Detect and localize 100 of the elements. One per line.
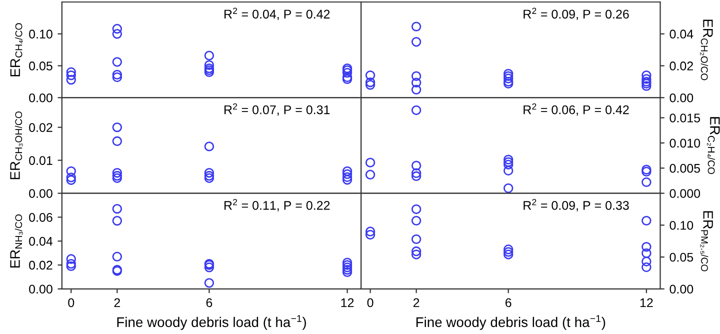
y2-tick-label: 0.05 <box>670 252 694 262</box>
x-tick-label: 6 <box>506 298 512 308</box>
y-tick-label: 0.02 <box>29 260 52 270</box>
point <box>66 175 76 185</box>
point <box>66 67 76 77</box>
y2-tick-label: 0.000 <box>670 189 700 198</box>
point <box>411 160 422 170</box>
point <box>204 60 214 70</box>
y-axis-title: ER$_{CH₄/CO}$ <box>10 23 23 76</box>
point <box>411 105 422 116</box>
point <box>112 168 122 178</box>
x-tick-label: 0 <box>68 298 74 308</box>
point <box>112 70 122 80</box>
x-tick-label: 2 <box>413 298 420 307</box>
y2-axis-title: ER$_{PM₂.₅/CO}$ <box>700 211 713 272</box>
point <box>503 154 514 164</box>
y2-axis-title: ER$_{C₂H₄/CO}$ <box>707 117 720 174</box>
annotation: R$^{2}$ = 0.06, P = 0.42 <box>524 103 629 116</box>
point <box>365 158 376 168</box>
point <box>642 81 652 91</box>
point <box>411 216 422 226</box>
point <box>112 216 122 226</box>
point <box>503 247 514 257</box>
y-tick-label: 0.06 <box>29 212 52 222</box>
x-tick-label: 12 <box>640 298 653 307</box>
point <box>411 250 422 260</box>
annotation: R$^{2}$ = 0.04, P = 0.42 <box>224 8 330 20</box>
y2-tick-label: 0.010 <box>670 138 700 148</box>
x-tick-label: 0 <box>367 298 374 308</box>
y2-tick-label: 0.04 <box>670 30 694 39</box>
point <box>342 260 352 270</box>
point <box>642 262 652 272</box>
point <box>503 183 514 194</box>
y2-tick-label: 0.10 <box>670 220 694 230</box>
point <box>204 142 214 152</box>
point <box>503 74 514 84</box>
y2-tick-label: 0.00 <box>670 93 694 102</box>
point <box>112 173 122 183</box>
y-axis-title: ER$_{NH₃/CO}$ <box>10 214 23 268</box>
point <box>411 22 422 32</box>
point <box>642 70 652 80</box>
point <box>411 78 422 88</box>
y-tick-label: 0.00 <box>29 284 52 294</box>
point <box>411 246 422 256</box>
point <box>66 254 76 264</box>
point <box>204 50 214 60</box>
point <box>365 77 376 88</box>
point <box>365 230 376 240</box>
point <box>112 72 122 82</box>
y-tick-label: 0.00 <box>29 189 52 198</box>
annotation: R$^{2}$ = 0.07, P = 0.31 <box>224 103 330 116</box>
point <box>503 244 514 254</box>
point <box>204 173 214 183</box>
point <box>342 68 352 78</box>
point <box>66 258 76 269</box>
point <box>503 157 514 167</box>
point <box>204 262 214 272</box>
y-tick-label: 0.05 <box>29 62 52 70</box>
point <box>342 267 352 278</box>
x-axis-title: Fine woody debris load (t ha$^{−1}$) <box>117 315 306 330</box>
point <box>411 71 422 81</box>
point <box>66 166 76 176</box>
point <box>411 171 422 182</box>
y-tick-label: 0.10 <box>29 30 52 39</box>
point <box>342 264 352 275</box>
point <box>66 261 76 272</box>
point <box>503 250 514 260</box>
point <box>365 170 376 180</box>
point <box>112 29 122 39</box>
point <box>66 172 76 182</box>
point <box>112 252 122 262</box>
point <box>411 84 422 95</box>
y-tick-label: 0.02 <box>29 123 52 132</box>
point <box>66 70 76 80</box>
point <box>342 258 352 268</box>
annotation: R$^{2}$ = 0.09, P = 0.26 <box>524 8 629 20</box>
point <box>503 71 514 81</box>
point <box>642 216 652 226</box>
point <box>204 170 214 181</box>
y2-tick-label: 0.00 <box>670 284 694 294</box>
x-axis-title: Fine woody debris load (t ha$^{−1}$) <box>416 315 606 330</box>
x-tick-label: 6 <box>206 298 212 308</box>
point <box>642 248 652 258</box>
point <box>342 172 352 182</box>
point <box>642 177 652 188</box>
point <box>112 170 122 181</box>
point <box>411 168 422 178</box>
point <box>342 262 352 272</box>
point <box>342 166 352 176</box>
point <box>112 122 122 132</box>
point <box>642 256 652 266</box>
y-tick-label: 0.01 <box>29 156 52 165</box>
annotation: R$^{2}$ = 0.09, P = 0.33 <box>524 199 629 212</box>
annotation: R$^{2}$ = 0.11, P = 0.22 <box>224 199 330 212</box>
point <box>204 168 214 178</box>
point <box>642 74 652 84</box>
point <box>112 24 122 34</box>
y2-tick-label: 0.02 <box>670 62 693 70</box>
point <box>66 74 76 85</box>
point <box>411 36 422 47</box>
